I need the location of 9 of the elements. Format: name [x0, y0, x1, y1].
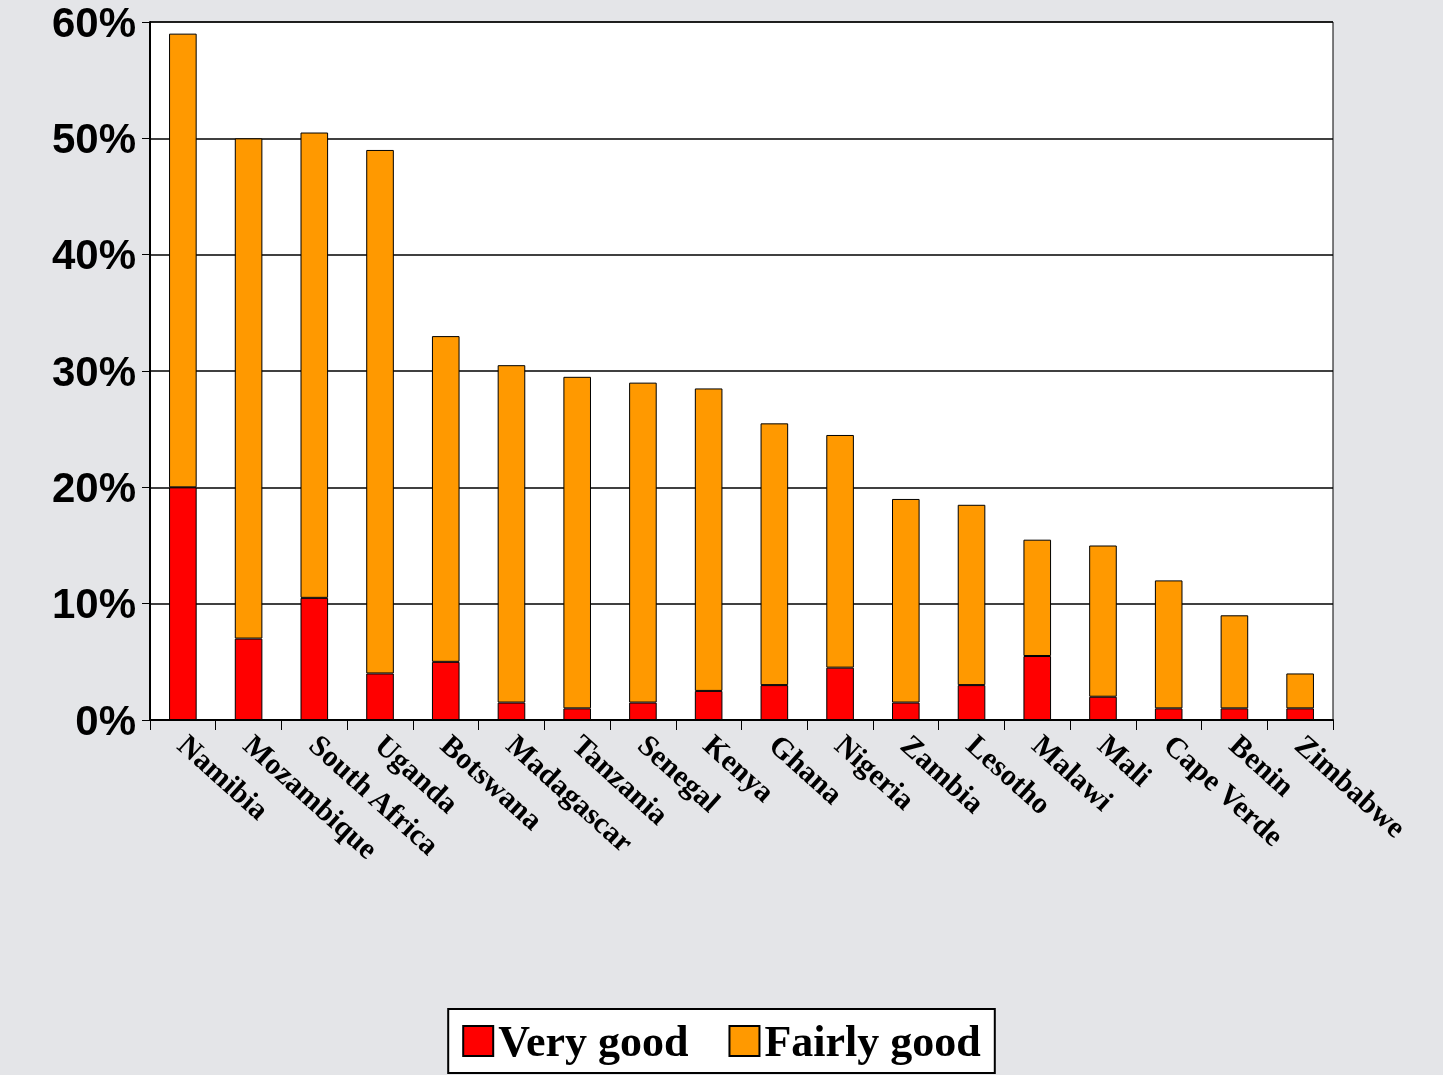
- y-tick-label: 30%: [51, 347, 136, 395]
- y-tick-label: 0%: [75, 696, 136, 744]
- legend-label: Very good: [498, 1016, 689, 1066]
- y-tick-label: 50%: [51, 114, 136, 162]
- y-tick-label: 20%: [51, 463, 136, 511]
- y-tick-label: 60%: [51, 0, 136, 46]
- legend-label: Fairly good: [764, 1016, 981, 1066]
- y-tick-label: 40%: [51, 231, 136, 279]
- y-tick-label: 10%: [51, 580, 136, 628]
